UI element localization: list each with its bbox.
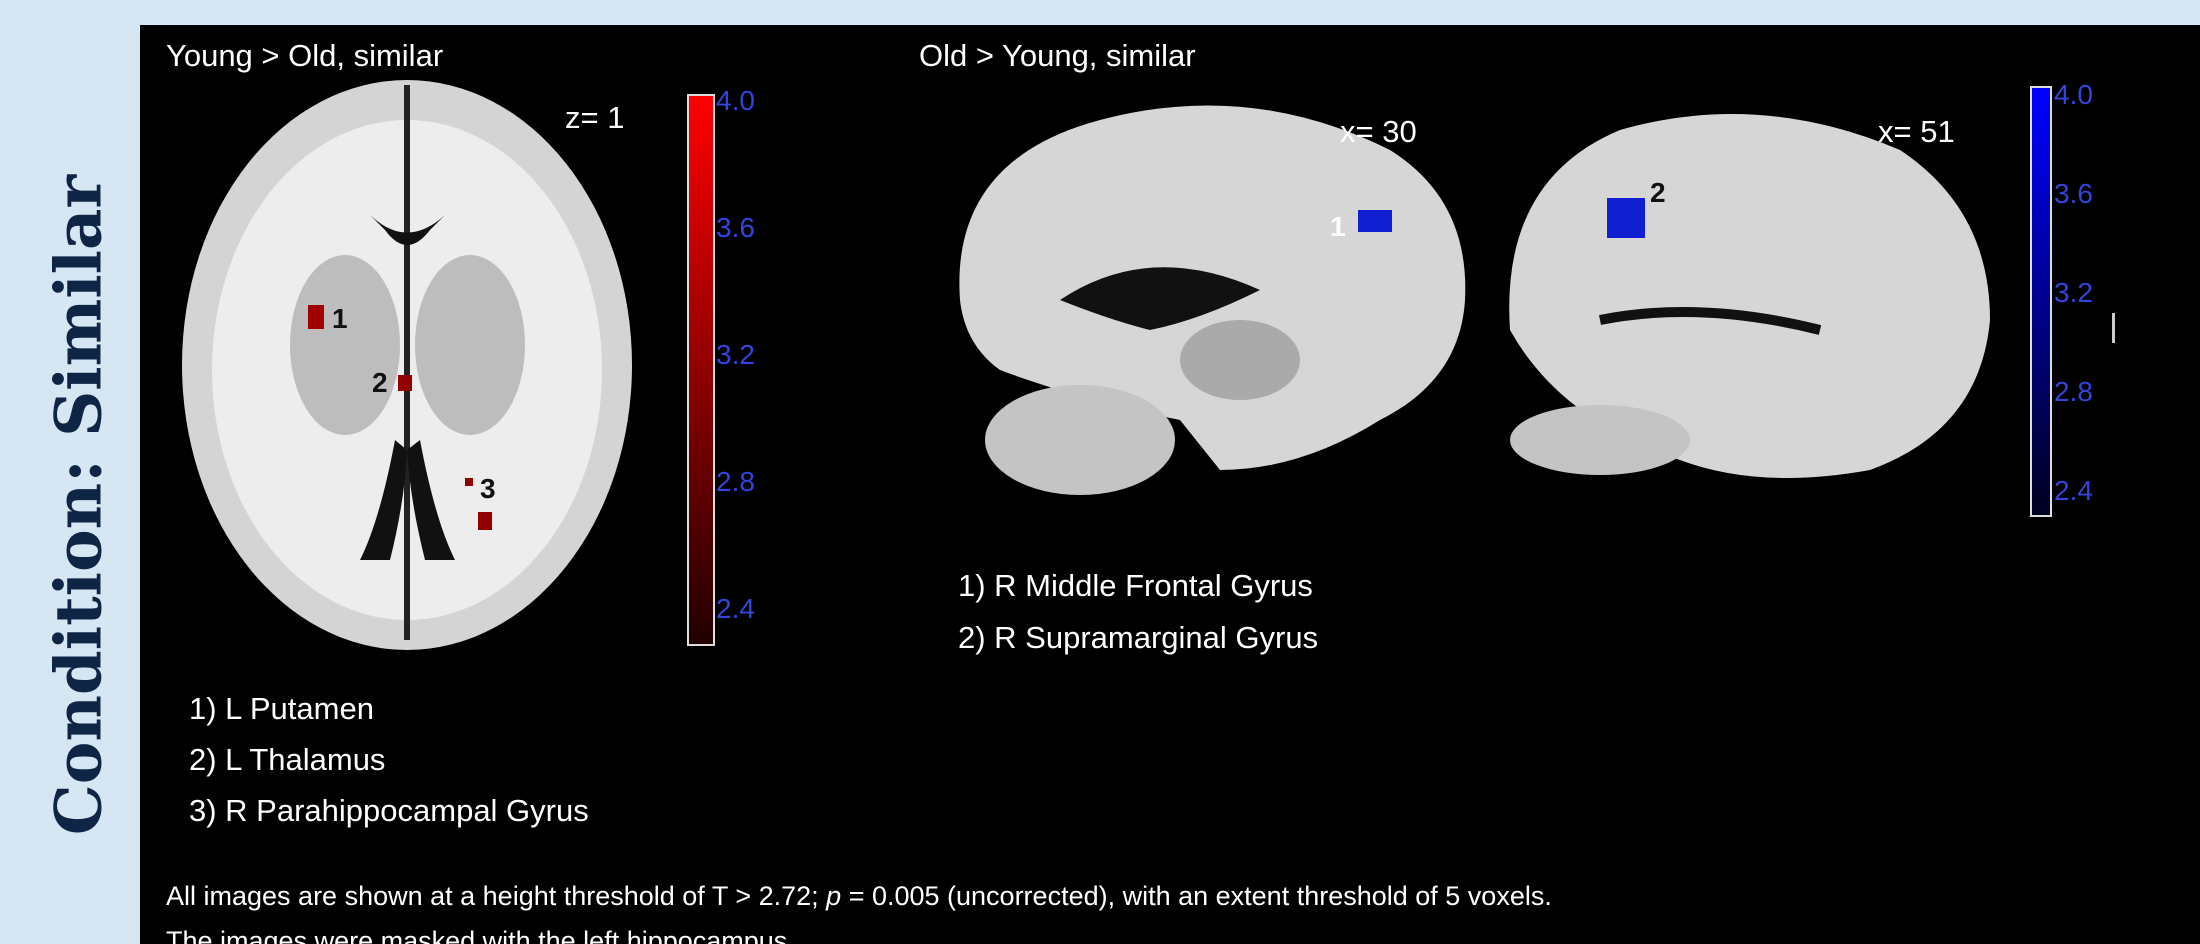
footnote-text: = 0.005 (uncorrected), with an extent th… bbox=[841, 881, 1552, 911]
region-label: 3) R Parahippocampal Gyrus bbox=[189, 793, 589, 828]
marker: 2 bbox=[372, 367, 388, 398]
colorbar bbox=[2031, 87, 2051, 516]
slice-label: z= 1 bbox=[565, 100, 624, 135]
region-label: 1) R Middle Frontal Gyrus bbox=[958, 568, 1313, 603]
region-label: 2) L Thalamus bbox=[189, 742, 385, 777]
slice-label: x= 51 bbox=[1878, 114, 1955, 149]
region-label: 2) R Supramarginal Gyrus bbox=[958, 620, 1318, 655]
colorbar-tick-label: 3.6 bbox=[716, 212, 755, 243]
colorbar bbox=[688, 95, 714, 645]
colorbar-tick-label: 4.0 bbox=[716, 85, 755, 116]
marker: 2 bbox=[1650, 177, 1666, 208]
tick-artifact bbox=[2112, 313, 2115, 343]
colorbar-tick-label: 3.2 bbox=[2054, 277, 2093, 308]
footnote: The images were masked with the left hip… bbox=[166, 926, 795, 944]
footnote: All images are shown at a height thresho… bbox=[166, 881, 1552, 911]
slice-label: x= 30 bbox=[1340, 114, 1417, 149]
figure: Condition: Similar 1 2 3 z= 1 4.0 3.6 3.2 2… bbox=[0, 0, 2200, 944]
panel-title: Young > Old, similar bbox=[166, 38, 443, 73]
colorbar-tick-label: 2.8 bbox=[716, 466, 755, 497]
marker: 3 bbox=[480, 473, 496, 504]
side-label: Condition: Similar bbox=[42, 174, 117, 836]
colorbar-tick-label: 4.0 bbox=[2054, 79, 2093, 110]
colorbar-tick-label: 3.2 bbox=[716, 339, 755, 370]
region-label: 1) L Putamen bbox=[189, 691, 374, 726]
colorbar-tick-label: 2.4 bbox=[716, 593, 755, 624]
colorbar-tick-label: 2.8 bbox=[2054, 376, 2093, 407]
colorbar-tick-label: 2.4 bbox=[2054, 475, 2093, 506]
marker: 1 bbox=[1330, 211, 1346, 242]
colorbar-tick-label: 3.6 bbox=[2054, 178, 2093, 209]
sagittal-brain bbox=[1509, 114, 1990, 478]
marker: 1 bbox=[332, 303, 348, 334]
footnote-text: p bbox=[825, 881, 841, 911]
panel-title: Old > Young, similar bbox=[919, 38, 1196, 73]
axial-brain bbox=[182, 80, 632, 650]
footnote-text: All images are shown at a height thresho… bbox=[166, 881, 826, 911]
